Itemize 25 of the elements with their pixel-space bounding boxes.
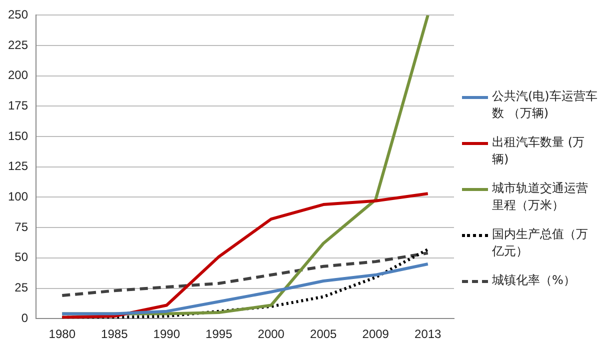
y-tick-label: 100	[8, 190, 28, 204]
y-tick-label: 50	[14, 250, 28, 264]
y-tick-label: 150	[8, 128, 28, 143]
y-tick-label: 225	[8, 38, 28, 52]
legend-label: 城镇化率（%）	[492, 272, 576, 289]
x-tick-label: 2005	[310, 327, 338, 342]
y-tick-label: 200	[8, 68, 28, 82]
x-tick-label: 1985	[101, 327, 128, 342]
y-tick-label: 75	[14, 220, 28, 234]
x-tick-label: 2013	[414, 327, 442, 342]
line-series	[60, 252, 430, 298]
y-tick-label: 175	[8, 98, 28, 113]
y-tick-label: 125	[8, 159, 28, 174]
y-tick-label: 0	[21, 310, 28, 325]
x-tick-label: 2000	[258, 327, 285, 342]
y-tick-label: 25	[14, 280, 28, 295]
legend-label: 出租汽车数量 (万辆)	[492, 134, 586, 168]
x-tick-label: 1990	[153, 327, 180, 342]
legend-label: 国内生产总值（万亿元）	[492, 226, 589, 260]
legend-label: 城市轨道交通运营里程（万米）	[492, 180, 589, 214]
legend-label: 公共汽(电)车运营车数 （万辆)	[492, 88, 598, 122]
x-tick-label: 1980	[48, 327, 76, 342]
x-tick-label: 1995	[206, 327, 233, 342]
y-tick-label: 250	[8, 8, 28, 22]
x-tick-label: 2009	[362, 327, 390, 342]
